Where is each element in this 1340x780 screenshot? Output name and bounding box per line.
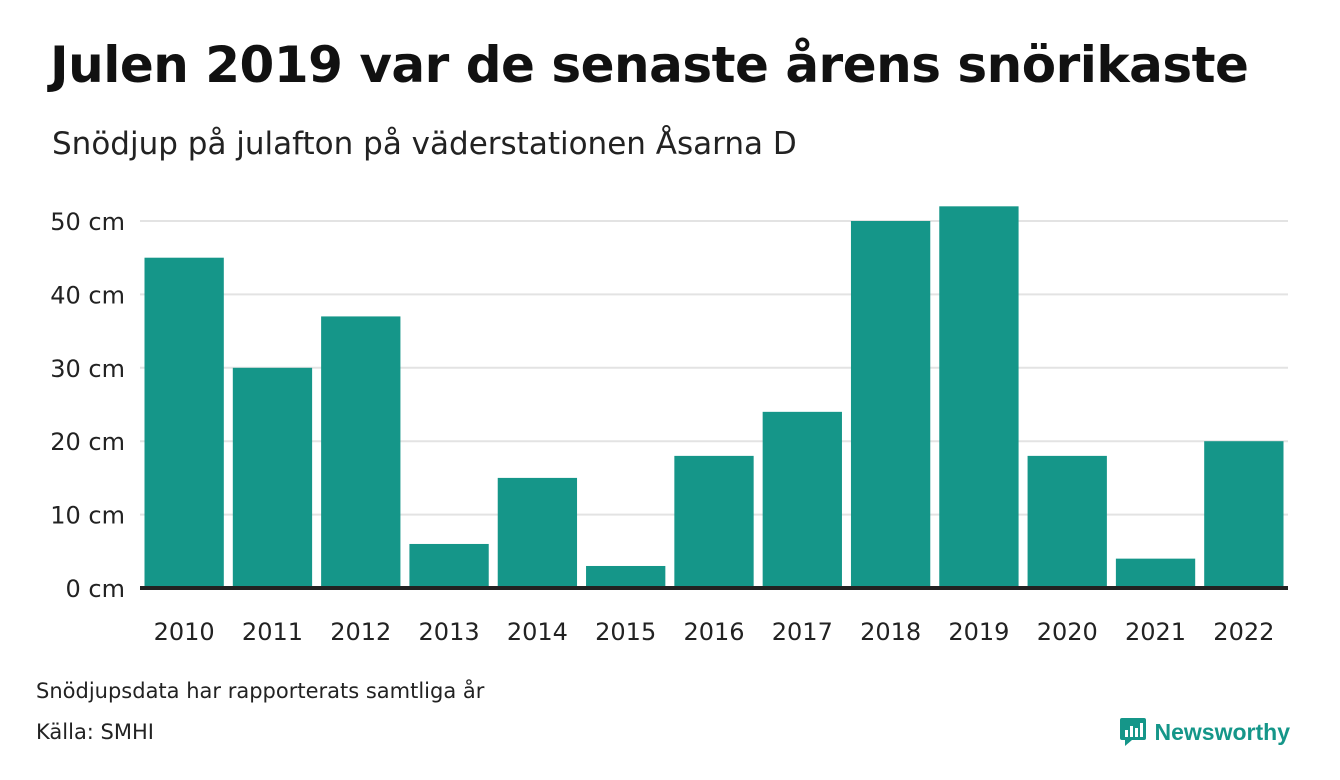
bar xyxy=(232,367,313,588)
x-tick-label: 2019 xyxy=(948,618,1009,646)
bar xyxy=(939,206,1019,588)
y-tick-label: 30 cm xyxy=(50,355,125,383)
y-tick-label: 20 cm xyxy=(50,428,125,456)
bar xyxy=(497,477,578,588)
x-tick-label: 2011 xyxy=(242,618,303,646)
brand-logo: Newsworthy xyxy=(1119,716,1290,748)
x-tick-label: 2020 xyxy=(1037,618,1098,646)
bar xyxy=(674,455,754,588)
x-tick-label: 2021 xyxy=(1125,618,1186,646)
y-tick-label: 10 cm xyxy=(50,502,125,530)
bar xyxy=(144,257,224,588)
bar xyxy=(1204,441,1284,588)
newsworthy-logo-icon xyxy=(1119,718,1146,746)
x-tick-label: 2012 xyxy=(330,618,391,646)
bar xyxy=(762,411,842,588)
bar xyxy=(1027,455,1107,588)
bar xyxy=(321,316,401,588)
x-tick-label: 2014 xyxy=(507,618,568,646)
chart-subtitle: Snödjup på julafton på väderstationen Ås… xyxy=(52,126,797,162)
x-tick-label: 2016 xyxy=(683,618,744,646)
bar xyxy=(586,565,666,588)
x-tick-label: 2017 xyxy=(772,618,833,646)
bar-chart: 0 cm 10 cm 20 cm 30 cm 40 cm 50 cm 2010 2011 201… xyxy=(50,206,1288,646)
source-label: Källa: SMHI xyxy=(36,720,154,744)
bar xyxy=(1115,558,1196,588)
y-tick-label: 0 cm xyxy=(66,575,125,603)
x-tick-label: 2013 xyxy=(419,618,480,646)
x-tick-label: 2022 xyxy=(1213,618,1274,646)
x-tick-label: 2015 xyxy=(595,618,656,646)
x-tick-label: 2010 xyxy=(154,618,215,646)
bar xyxy=(409,543,489,588)
chart-title: Julen 2019 var de senaste årens snörikas… xyxy=(50,36,1249,94)
brand-name: Newsworthy xyxy=(1154,718,1290,745)
y-tick-label: 50 cm xyxy=(50,208,125,236)
footnote: Snödjupsdata har rapporterats samtliga å… xyxy=(36,679,485,703)
y-tick-label: 40 cm xyxy=(50,281,125,309)
x-tick-label: 2018 xyxy=(860,618,921,646)
bar xyxy=(850,221,931,588)
